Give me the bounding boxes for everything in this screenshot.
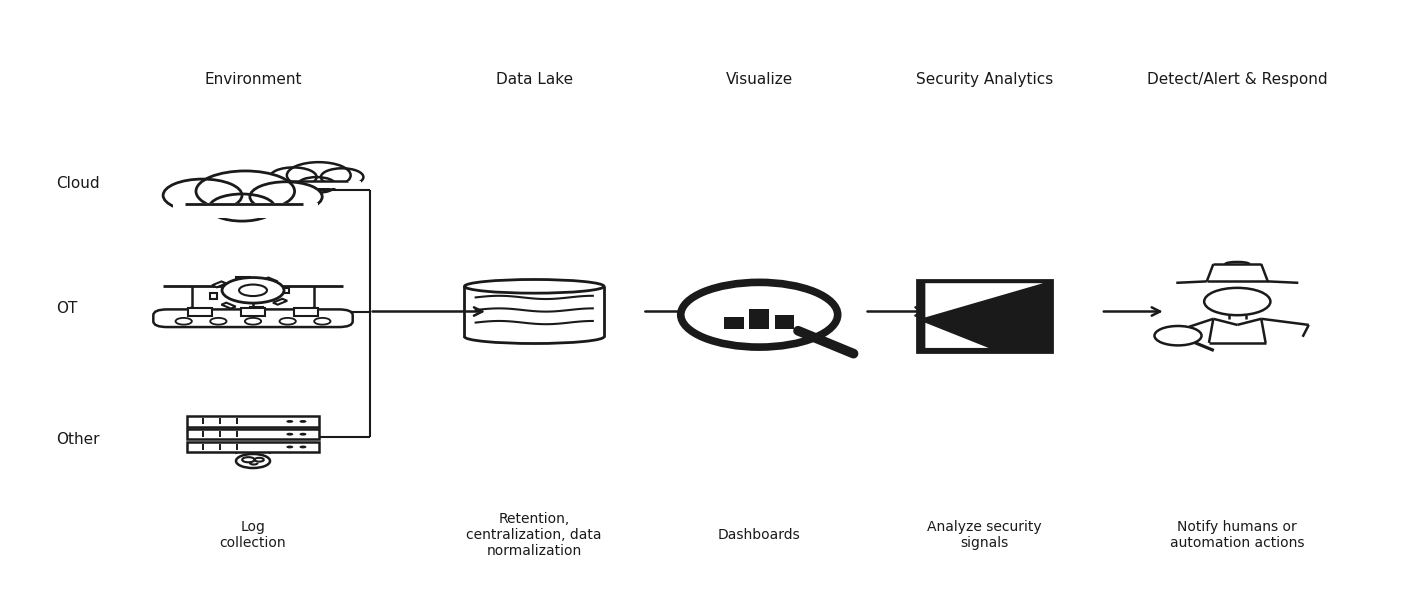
Circle shape [300, 446, 307, 448]
Circle shape [239, 285, 267, 296]
Bar [222, 303, 236, 308]
Bar [187, 416, 318, 426]
Polygon shape [926, 283, 1044, 317]
Text: Retention,
centralization, data
normalization: Retention, centralization, data normaliz… [467, 511, 602, 558]
Text: Visualize: Visualize [726, 72, 792, 87]
Circle shape [300, 420, 307, 423]
Circle shape [680, 282, 838, 347]
FancyBboxPatch shape [153, 309, 352, 327]
Text: OT: OT [57, 301, 78, 316]
Text: Security Analytics: Security Analytics [916, 72, 1052, 87]
Circle shape [222, 277, 284, 303]
Circle shape [270, 168, 317, 187]
Text: Environment: Environment [204, 72, 302, 87]
Bar [283, 287, 290, 293]
Circle shape [287, 446, 294, 448]
Text: Other: Other [57, 432, 99, 447]
Circle shape [196, 171, 294, 211]
Circle shape [1204, 288, 1271, 315]
Text: Analyze security
signals: Analyze security signals [927, 520, 1041, 550]
Polygon shape [926, 323, 988, 348]
Circle shape [1154, 326, 1201, 345]
Circle shape [236, 454, 270, 468]
Text: Detect/Alert & Respond: Detect/Alert & Respond [1147, 72, 1328, 87]
Ellipse shape [464, 280, 604, 293]
Circle shape [250, 182, 322, 211]
Circle shape [163, 179, 241, 211]
Circle shape [280, 318, 295, 325]
Circle shape [321, 168, 364, 186]
Text: Dashboards: Dashboards [719, 528, 801, 542]
Bar [187, 308, 212, 315]
Circle shape [209, 194, 275, 221]
Circle shape [244, 318, 261, 325]
Circle shape [287, 420, 294, 423]
Bar [187, 442, 318, 452]
Circle shape [287, 162, 351, 188]
Circle shape [287, 433, 294, 435]
Bar [750, 309, 770, 329]
Bar [917, 280, 1052, 352]
Text: Log
collection: Log collection [220, 520, 287, 550]
Bar [724, 317, 744, 329]
Text: Notify humans or
automation actions: Notify humans or automation actions [1170, 520, 1305, 550]
Bar [210, 293, 217, 299]
Bar [236, 277, 250, 279]
Circle shape [314, 318, 331, 325]
Bar [294, 308, 318, 315]
Bar [187, 429, 318, 440]
Bar [173, 204, 318, 219]
Bar [250, 307, 263, 309]
Circle shape [176, 318, 192, 325]
Bar [241, 308, 266, 315]
Bar [273, 299, 287, 305]
Circle shape [300, 433, 307, 435]
Bar [774, 315, 794, 329]
Circle shape [297, 177, 335, 193]
Bar [264, 277, 278, 283]
Bar [212, 282, 226, 287]
Bar [277, 181, 361, 188]
Circle shape [210, 318, 227, 325]
Text: Cloud: Cloud [57, 176, 99, 191]
Text: Data Lake: Data Lake [496, 72, 572, 87]
